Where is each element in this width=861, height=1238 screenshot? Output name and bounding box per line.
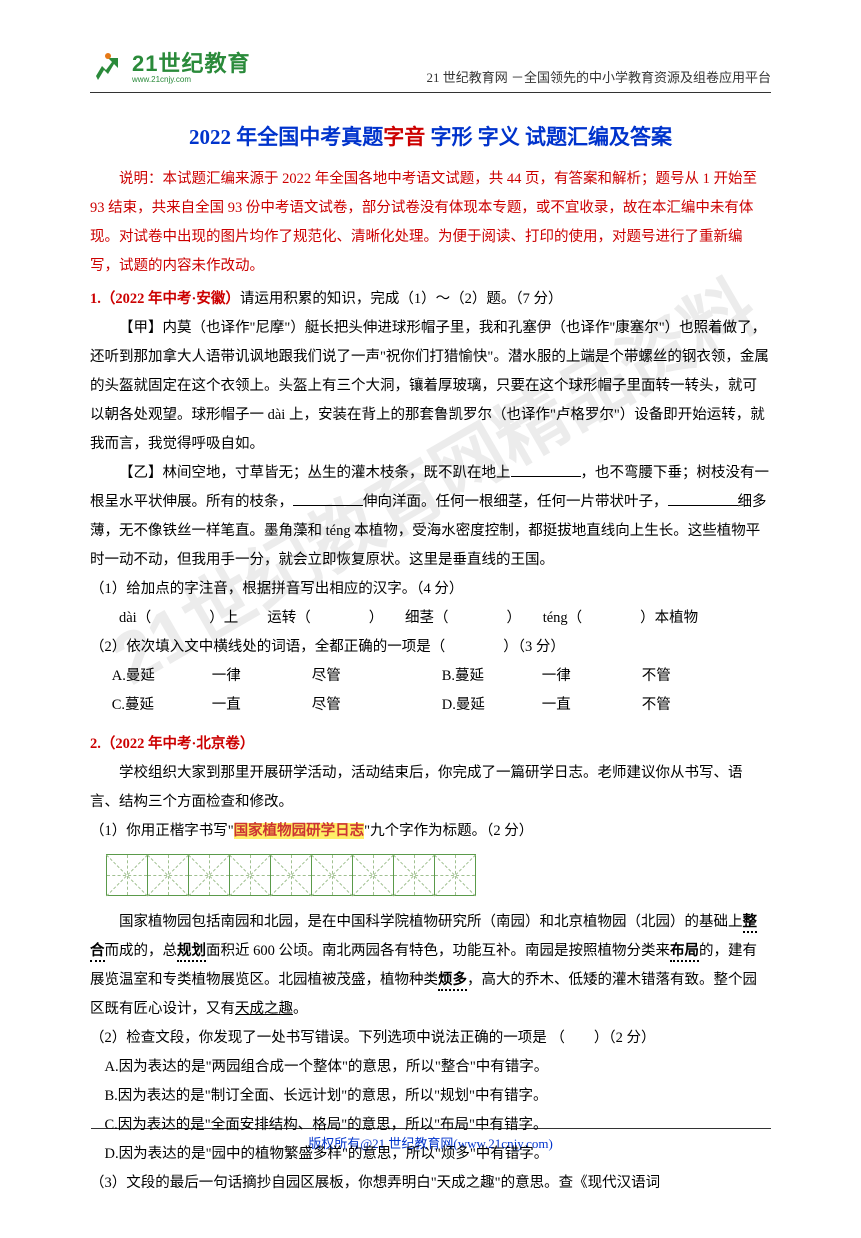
q2-sub1-highlight: 国家植物园研学日志 <box>234 823 365 839</box>
q1-yi-text: 【乙】林间空地，寸草皆无；丛生的灌木枝条，既不趴在地上，也不弯腰下垂；树枝没有一… <box>90 459 771 575</box>
q2-source: （2022 年中考·北京卷） <box>101 736 254 752</box>
q2-sub1-b: "九个字作为标题。（2 分） <box>364 823 533 839</box>
q2-lead: 学校组织大家到那里开展研学活动，活动结束后，你完成了一篇研学日志。老师建议你从书… <box>90 759 771 817</box>
q1-sub2-lead: （2）依次填入文中横线处的词语，全都正确的一项是（ ）（3 分） <box>90 633 771 662</box>
grid-cell <box>393 854 435 896</box>
logo-text: 21世纪教育 <box>132 52 250 76</box>
q1-options: A.曼延 一律 尽管 B.蔓延 一律 不管 C.蔓延 一直 尽管 D.曼延 一直… <box>112 662 771 720</box>
grid-cell <box>311 854 353 896</box>
page-header: 21世纪教育 www.21cnjy.com 21 世纪教育网 －全国领先的中小学… <box>90 50 771 93</box>
runner-icon <box>90 50 126 86</box>
title-part4: 试题汇编及答案 <box>520 125 672 149</box>
yi-p3: 伸向洋面。任何一根细茎，任何一片带状叶子， <box>363 494 668 510</box>
q2-opt-c: C.因为表达的是"全面安排结构、格局"的意思，所以"布局"中有错字。 <box>105 1111 772 1140</box>
q2-b1: 国家植物园包括南园和北园，是在中国科学院植物研究所（南园）和北京植物园（北园）的… <box>119 914 743 930</box>
title-part3: 字形 字义 <box>425 125 520 149</box>
q2-opt-b: B.因为表达的是"制订全面、长远计划"的意思，所以"规划"中有错字。 <box>105 1082 772 1111</box>
opt-row-1: A.曼延 一律 尽管 B.蔓延 一律 不管 <box>112 662 771 691</box>
blank-1 <box>511 463 581 478</box>
blank-2 <box>293 492 363 507</box>
writing-grid <box>106 854 771 896</box>
q2-sub2-lead: （2）检查文段，你发现了一处书写错误。下列选项中说法正确的一项是 （ ）（2 分… <box>90 1024 771 1053</box>
opt-c-3: 尽管 <box>312 691 442 720</box>
header-tagline: 21 世纪教育网 －全国领先的中小学教育资源及组卷应用平台 <box>426 67 771 86</box>
opt-a-2: 一律 <box>212 662 312 691</box>
q2-number: 2. <box>90 736 101 752</box>
q2-b6: 。 <box>293 1001 308 1017</box>
grid-cell <box>147 854 189 896</box>
grid-cell <box>106 854 148 896</box>
q2-w2: 规划 <box>177 943 206 962</box>
opt-row-2: C.蔓延 一直 尽管 D.曼延 一直 不管 <box>112 691 771 720</box>
opt-a-1: A.曼延 <box>112 662 212 691</box>
q1-source: （2022 年中考·安徽） <box>101 291 240 307</box>
q2-u: 天成之趣 <box>235 1001 293 1017</box>
q2-w4: 烦多 <box>438 972 467 991</box>
blank-3 <box>668 492 738 507</box>
q2-w3: 布局 <box>670 943 699 962</box>
opt-b-2: 一律 <box>542 662 642 691</box>
document-title: 2022 年全国中考真题字音 字形 字义 试题汇编及答案 <box>90 121 771 151</box>
page-content: 21世纪教育 www.21cnjy.com 21 世纪教育网 －全国领先的中小学… <box>0 0 861 1238</box>
q2-sub3: （3）文段的最后一句话摘抄自园区展板，你想弄明白"天成之趣"的意思。查《现代汉语… <box>90 1169 771 1198</box>
opt-d-2: 一直 <box>542 691 642 720</box>
q1-number: 1. <box>90 291 101 307</box>
q2-opt-d: D.因为表达的是"园中的植物繁盛多样"的意思，所以"烦多"中有错字。 <box>105 1140 772 1169</box>
opt-c-2: 一直 <box>212 691 312 720</box>
opt-b-1: B.蔓延 <box>442 662 542 691</box>
yi-p1: 【乙】林间空地，寸草皆无；丛生的灌木枝条，既不趴在地上 <box>119 465 511 481</box>
q2-b2: 而成的，总 <box>105 943 178 959</box>
q1-jia-text: 【甲】内莫（也译作"尼摩"）艇长把头伸进球形帽子里，我和孔塞伊（也译作"康塞尔"… <box>90 314 771 459</box>
logo-area: 21世纪教育 www.21cnjy.com <box>90 50 250 86</box>
title-part1: 2022 年全国中考真题 <box>189 125 383 149</box>
q1-lead: 请运用积累的知识，完成（1）～（2）题。（7 分） <box>240 291 563 307</box>
q2-body: 国家植物园包括南园和北园，是在中国科学院植物研究所（南园）和北京植物园（北园）的… <box>90 908 771 1024</box>
opt-a-3: 尽管 <box>312 662 442 691</box>
grid-cell <box>434 854 476 896</box>
opt-c-1: C.蔓延 <box>112 691 212 720</box>
logo-url: www.21cnjy.com <box>132 76 250 85</box>
intro-text: 说明：本试题汇编来源于 2022 年全国各地中考语文试题，共 44 页，有答案和… <box>90 165 771 281</box>
opt-b-3: 不管 <box>642 662 671 691</box>
q2-sub1-a: （1）你用正楷字书写" <box>90 823 234 839</box>
q2-head: 2.（2022 年中考·北京卷） <box>90 730 771 759</box>
grid-cell <box>352 854 394 896</box>
grid-cell <box>188 854 230 896</box>
grid-cell <box>270 854 312 896</box>
grid-cell <box>229 854 271 896</box>
q1-sub1-items: dài（ ）上 运转（ ） 细茎（ ） téng（ ）本植物 <box>90 604 771 633</box>
opt-d-1: D.曼延 <box>442 691 542 720</box>
q2-b3: 面积近 600 公顷。南北两园各有特色，功能互补。南园是按照植物分类来 <box>206 943 670 959</box>
q2-opt-a: A.因为表达的是"两园组合成一个整体"的意思，所以"整合"中有错字。 <box>105 1053 772 1082</box>
opt-d-3: 不管 <box>642 691 671 720</box>
q1-head: 1.（2022 年中考·安徽）请运用积累的知识，完成（1）～（2）题。（7 分） <box>90 285 771 314</box>
q1-sub1-lead: （1）给加点的字注音，根据拼音写出相应的汉字。（4 分） <box>90 575 771 604</box>
title-part2: 字音 <box>383 125 425 149</box>
q2-sub1: （1）你用正楷字书写"国家植物园研学日志"九个字作为标题。（2 分） <box>90 817 771 846</box>
